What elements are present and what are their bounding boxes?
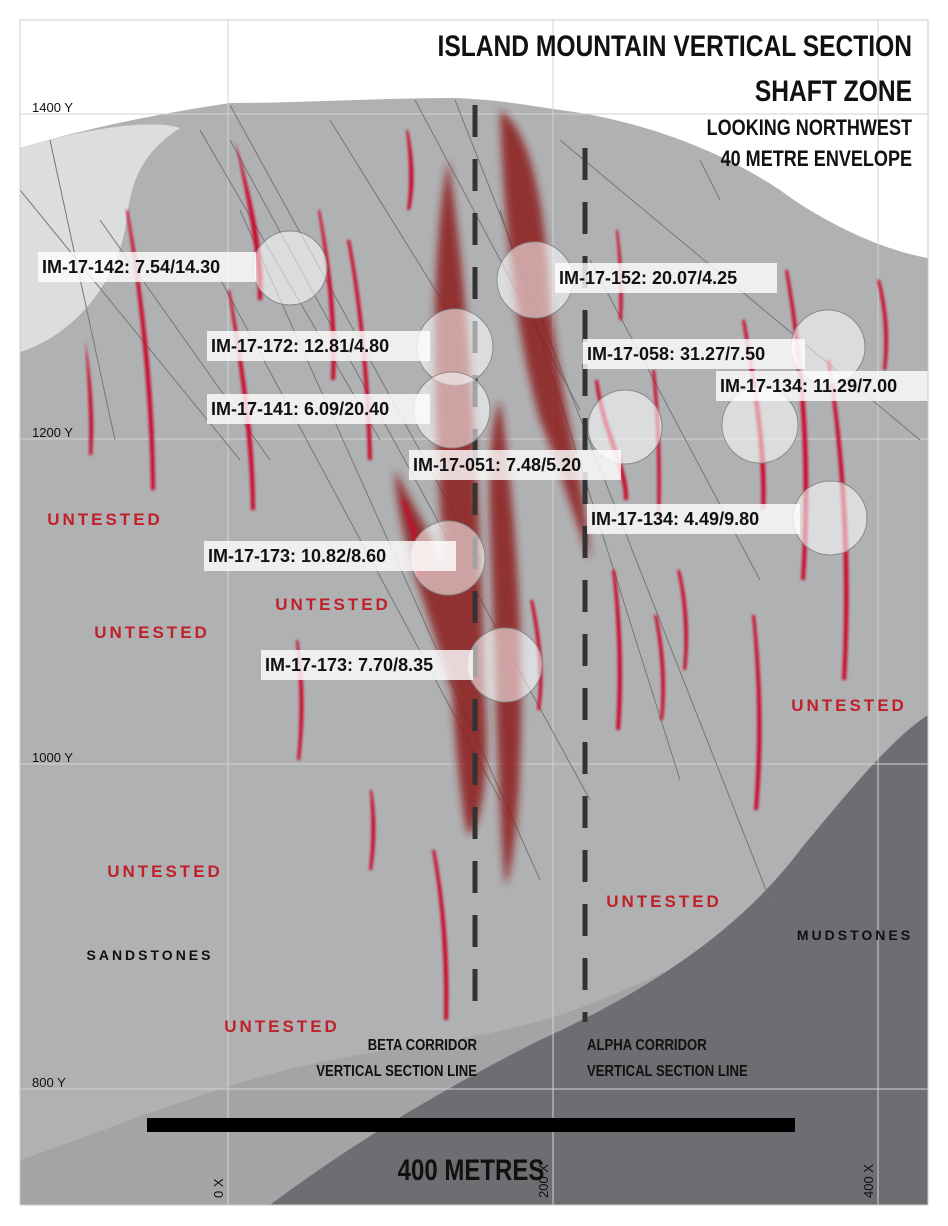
untested-label: UNTESTED (224, 1017, 340, 1036)
intercept-label: IM-17-051: 7.48/5.20 (413, 455, 581, 475)
untested-label: UNTESTED (606, 892, 722, 911)
mudstones-unit (270, 715, 928, 1205)
untested-label: UNTESTED (47, 510, 163, 529)
easting-label: 200 X (536, 1164, 551, 1198)
unit-label: SANDSTONES (87, 947, 214, 963)
intercept-label: IM-17-134: 11.29/7.00 (720, 376, 897, 396)
intercept-label: IM-17-141: 6.09/20.40 (211, 399, 389, 419)
label-boxes (38, 252, 928, 680)
elevation-label: 1000 Y (32, 750, 73, 765)
untested-label: UNTESTED (791, 696, 907, 715)
elevation-label: 1400 Y (32, 100, 73, 115)
corridor-label: VERTICAL SECTION LINE (316, 1063, 477, 1080)
title: SHAFT ZONE (755, 74, 912, 108)
overburden (20, 124, 180, 352)
unit-label: MUDSTONES (797, 927, 913, 943)
elevation-label: 1200 Y (32, 425, 73, 440)
scale-bar (147, 1118, 795, 1132)
frame (19, 19, 929, 1206)
title: ISLAND MOUNTAIN VERTICAL SECTION (437, 29, 912, 63)
intercept-label: IM-17-142: 7.54/14.30 (42, 257, 220, 277)
intercept-label: IM-17-152: 20.07/4.25 (559, 268, 737, 288)
untested-label: UNTESTED (275, 595, 391, 614)
intercept-label: IM-17-172: 12.81/4.80 (211, 336, 389, 356)
easting-label: 400 X (861, 1164, 876, 1198)
corridor-label: BETA CORRIDOR (368, 1037, 478, 1054)
intercept-label: IM-17-058: 31.27/7.50 (587, 344, 765, 364)
air (20, 20, 928, 258)
easting-label: 0 X (211, 1178, 226, 1198)
intercept-label: IM-17-173: 10.82/8.60 (208, 546, 386, 566)
intercept-label: IM-17-134: 4.49/9.80 (591, 509, 759, 529)
untested-label: UNTESTED (107, 862, 223, 881)
subtitle: 40 METRE ENVELOPE (721, 147, 912, 171)
untested-label: UNTESTED (94, 623, 210, 642)
intercept-label: IM-17-173: 7.70/8.35 (265, 655, 433, 675)
scale-label: 400 METRES (398, 1152, 545, 1186)
subtitle: LOOKING NORTHWEST (707, 116, 913, 140)
elevation-label: 800 Y (32, 1075, 66, 1090)
corridor-label: ALPHA CORRIDOR (587, 1037, 707, 1054)
corridor-label: VERTICAL SECTION LINE (587, 1063, 748, 1080)
